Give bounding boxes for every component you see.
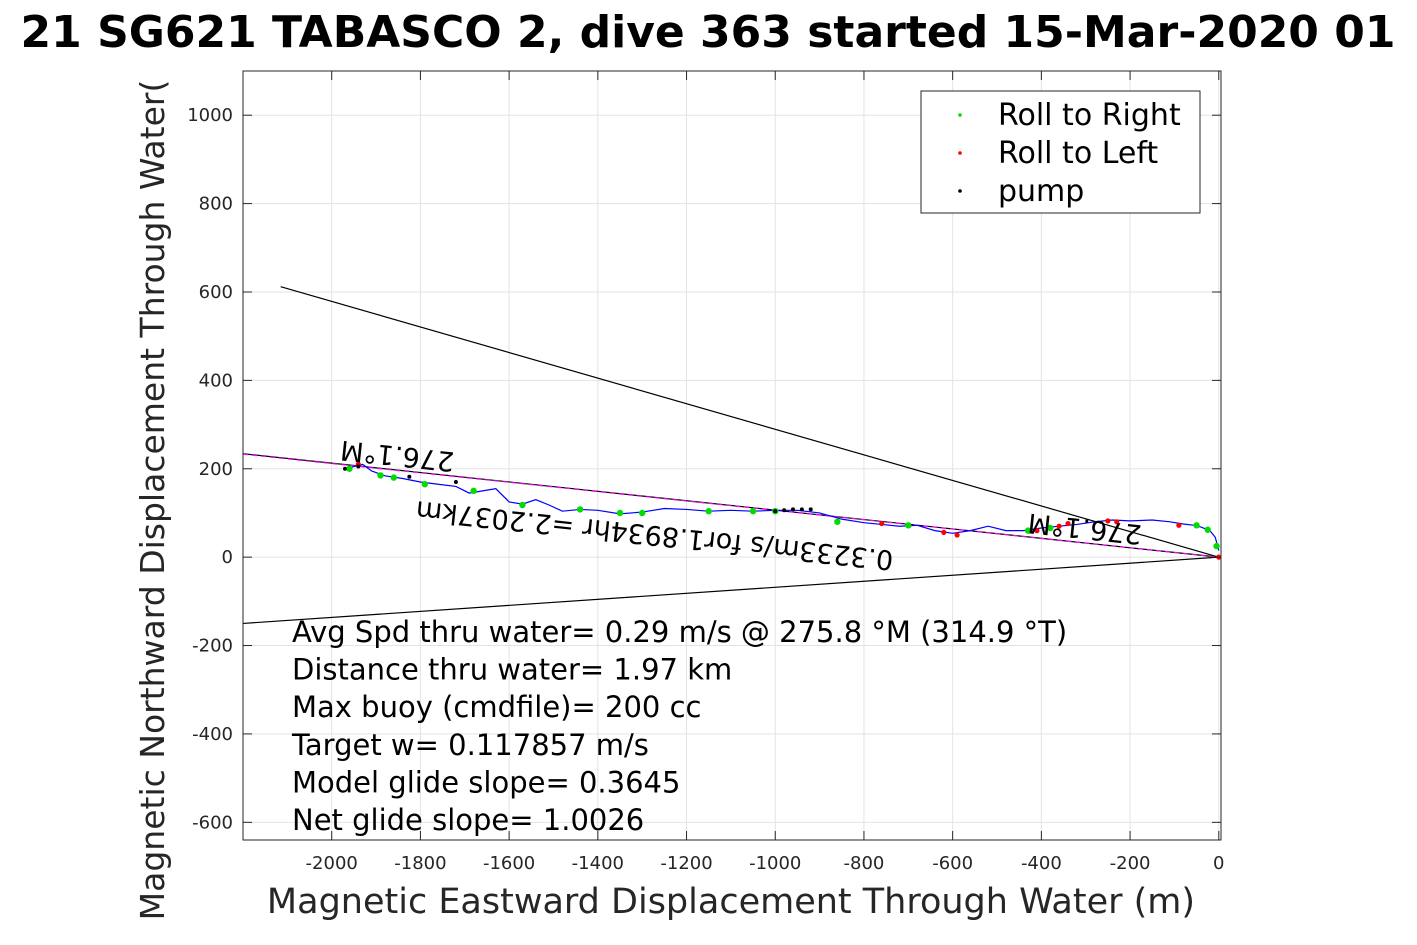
reference-line	[242, 556, 1219, 625]
legend-roll-left-label: Roll to Left	[998, 136, 1158, 171]
grid	[243, 71, 1221, 840]
axis-ticks: -2000 -1800 -1600 -1400 -1200 -1000 -800 -600 -4…	[187, 71, 1225, 874]
x-tick-label: -600	[932, 853, 973, 874]
y-tick-label: -400	[192, 724, 233, 745]
roll-right-point	[377, 472, 384, 479]
roll-right-point	[616, 509, 624, 517]
legend: Roll to Right Roll to Left pump	[920, 90, 1201, 214]
pump-point	[453, 480, 458, 485]
roll-left-point	[941, 529, 947, 536]
pump-point	[790, 507, 795, 512]
roll-right-point	[390, 474, 398, 481]
roll-right-point	[470, 487, 477, 495]
roll-left-point	[1065, 520, 1071, 527]
annotation-line: Distance thru water= 1.97 km	[292, 653, 732, 687]
roll-right-point	[1213, 542, 1220, 550]
roll-right-point	[749, 507, 757, 515]
roll-left-point	[954, 532, 960, 538]
pump-point	[407, 474, 412, 479]
chart-title: 21 SG621 TABASCO 2, dive 363 started 15-…	[21, 7, 1396, 58]
x-tick-label: -1400	[572, 853, 624, 874]
roll-right-point	[576, 506, 584, 513]
legend-box	[920, 90, 1201, 214]
x-tick-label: -200	[1110, 853, 1151, 874]
legend-roll-left-marker	[958, 151, 962, 155]
reference-lines	[242, 286, 1219, 625]
legend-roll-right-marker	[958, 113, 962, 117]
y-axis-label: Magnetic Northward Displacement Through …	[133, 80, 172, 921]
x-tick-label: -1800	[394, 853, 446, 874]
pump-point	[343, 466, 348, 471]
x-tick-label: 0	[1213, 853, 1224, 874]
y-tick-label: -200	[192, 636, 233, 657]
roll-right-point	[1047, 524, 1054, 532]
x-tick-label: -2000	[306, 853, 358, 874]
annotation-line: Avg Spd thru water= 0.29 m/s @ 275.8 °M …	[292, 615, 1067, 649]
roll-right-point	[421, 481, 429, 488]
roll-right-point	[346, 465, 353, 472]
annotation-line: Max buoy (cmdfile)= 200 cc	[292, 690, 701, 724]
reference-line	[242, 453, 1219, 558]
x-tick-label: -800	[844, 853, 885, 874]
roll-left-point	[1056, 523, 1062, 529]
x-tick-label: -1600	[483, 853, 535, 874]
pump-point	[356, 464, 361, 469]
roll-right-point	[1204, 526, 1211, 533]
roll-points	[343, 461, 1222, 560]
legend-roll-right-label: Roll to Right	[998, 98, 1181, 133]
roll-right-point	[705, 507, 712, 515]
roll-left-point	[1176, 522, 1182, 528]
roll-right-point	[834, 518, 841, 525]
roll-left-point	[879, 520, 885, 527]
pump-point	[808, 507, 813, 512]
roll-right-point	[905, 522, 912, 529]
pump-point	[773, 509, 778, 514]
y-tick-label: 1000	[187, 105, 233, 126]
y-tick-label: 400	[199, 370, 233, 391]
roll-right-point	[638, 509, 646, 517]
annotation-line: Target w= 0.117857 m/s	[291, 728, 649, 762]
annotation-block: Avg Spd thru water= 0.29 m/s @ 275.8 °M …	[291, 615, 1067, 837]
x-tick-label: -1000	[749, 853, 801, 874]
pump-point	[782, 508, 787, 513]
y-tick-label: 800	[199, 194, 233, 215]
axes-box	[242, 70, 1222, 841]
legend-pump-marker	[958, 189, 962, 193]
pump-point	[799, 507, 804, 512]
roll-right-point	[519, 501, 526, 509]
x-tick-label: -400	[1021, 853, 1062, 874]
roll-left-point	[1034, 528, 1040, 534]
roll-right-point	[1193, 522, 1200, 529]
y-tick-label: 0	[222, 547, 233, 568]
y-tick-label: -600	[192, 812, 233, 833]
reference-line	[280, 286, 1219, 558]
annotation-line: Model glide slope= 0.3645	[292, 765, 680, 799]
y-tick-label: 600	[199, 282, 233, 303]
roll-left-point	[1114, 519, 1120, 525]
y-tick-label: 200	[199, 459, 233, 480]
legend-pump-label: pump	[998, 174, 1084, 209]
roll-left-point	[1105, 518, 1111, 524]
annotation-line: Net glide slope= 1.0026	[292, 803, 644, 837]
x-axis-label: Magnetic Eastward Displacement Through W…	[267, 882, 1195, 922]
x-tick-label: -1200	[660, 853, 712, 874]
roll-right-point	[1024, 527, 1032, 534]
